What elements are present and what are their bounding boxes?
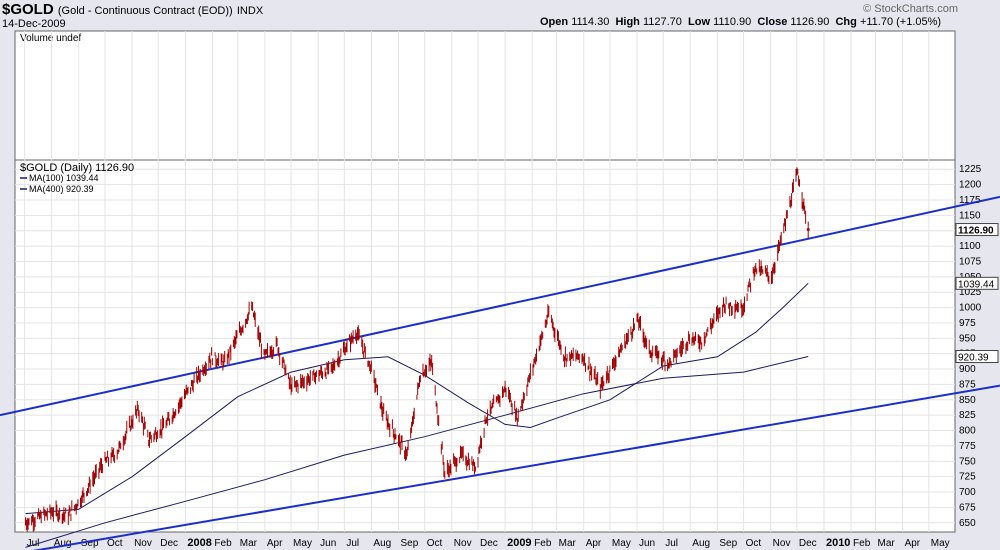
x-tick-label: Jul (27, 538, 40, 549)
exchange: INDX (236, 5, 264, 17)
x-tick-label: Mar (240, 538, 258, 549)
x-tick-label: May (931, 538, 950, 549)
y-tick-label: 900 (959, 364, 976, 375)
y-tick-label: 650 (959, 518, 976, 529)
chart-header-title: $GOLD (Gold - Continuous Contract (EOD))… (2, 1, 263, 18)
x-tick-label: Mar (559, 538, 577, 549)
close-tag-box (955, 223, 999, 237)
y-tick-label: 1175 (959, 195, 981, 206)
x-tick-label: Apr (267, 538, 283, 549)
x-tick-label: Dec (480, 538, 498, 549)
x-tick-label: Apr (905, 538, 921, 549)
x-tick-label: Jul (346, 538, 359, 549)
ma100-tag: 1039.44 (958, 279, 995, 290)
y-tick-label: 750 (959, 456, 976, 467)
x-tick-label: Dec (799, 538, 817, 549)
price-panel (14, 159, 956, 533)
ma100-tag-box (955, 276, 999, 290)
x-tick-label: Sep (81, 538, 99, 549)
high-label: High (615, 16, 640, 28)
low-value: 1110.90 (713, 16, 752, 28)
symbol-description: (Gold - Continuous Contract (EOD)) (57, 5, 233, 17)
open-value: 1114.30 (571, 16, 610, 28)
x-tick-label: Nov (454, 538, 472, 549)
y-tick-label: 1025 (959, 287, 982, 298)
y-tick-label: 1225 (959, 164, 982, 175)
y-tick-label: 675 (959, 502, 976, 513)
x-tick-label: Jun (320, 538, 336, 549)
x-tick-label: Oct (107, 538, 123, 549)
x-tick-label: Feb (214, 538, 232, 549)
ohlc-summary: Open 1114.30 High 1127.70 Low 1110.90 Cl… (540, 16, 941, 28)
x-tick-label: Jun (639, 538, 655, 549)
symbol: $GOLD (2, 1, 54, 18)
x-tick-label: 2009 (507, 537, 531, 549)
close-label: Close (757, 16, 788, 28)
high-value: 1127.70 (642, 16, 682, 28)
x-tick-label: Nov (134, 538, 152, 549)
x-tick-label: Nov (773, 538, 791, 549)
y-tick-label: 875 (959, 379, 976, 390)
low-label: Low (688, 16, 711, 28)
y-tick-label: 700 (959, 487, 976, 498)
stockcharts-logo: © StockCharts.com (863, 3, 958, 15)
y-tick-label: 1075 (959, 256, 982, 267)
x-tick-label: 2008 (187, 537, 211, 549)
ma400-tag-box (955, 350, 999, 364)
ma400-line (25, 356, 809, 548)
volume-panel (14, 30, 956, 161)
x-tick-label: Apr (586, 538, 602, 549)
y-tick-label: 950 (959, 333, 976, 344)
ma400-tag: 920.39 (958, 353, 989, 364)
x-tick-label: Dec (160, 538, 178, 549)
x-tick-label: 2010 (826, 537, 850, 549)
chg-label: Chg (835, 16, 857, 28)
y-tick-label: 1100 (959, 241, 981, 252)
x-tick-label: May (293, 538, 312, 549)
x-tick-label: Sep (719, 538, 737, 549)
y-tick-label: 800 (959, 426, 976, 437)
x-tick-label: Oct (746, 538, 762, 549)
y-tick-label: 725 (959, 472, 976, 483)
x-tick-label: Oct (427, 538, 443, 549)
ma100-line (25, 282, 809, 515)
legend-ma400: MA(400) 920.39 (29, 184, 94, 194)
y-tick-label: 850 (959, 395, 976, 406)
y-tick-label: 1150 (959, 210, 981, 221)
x-tick-label: Feb (534, 538, 552, 549)
trend-channel-line (0, 195, 1000, 417)
x-tick-label: May (612, 538, 631, 549)
x-tick-label: Aug (54, 538, 72, 549)
price-bars (25, 167, 809, 532)
y-tick-label: 975 (959, 318, 976, 329)
trend-channel-line (32, 384, 1000, 550)
close-value: 1126.90 (790, 16, 830, 28)
legend-main: $GOLD (Daily) 1126.90 (20, 162, 134, 174)
x-tick-label: Feb (853, 538, 871, 549)
close-tag: 1126.90 (958, 226, 994, 237)
chart-date: 14-Dec-2009 (2, 18, 66, 30)
y-tick-label: 825 (959, 410, 976, 421)
x-tick-label: Aug (692, 538, 710, 549)
y-tick-label: 1200 (959, 180, 982, 191)
y-tick-label: 775 (959, 441, 976, 452)
open-label: Open (540, 16, 569, 28)
x-tick-label: Sep (401, 538, 419, 549)
x-tick-label: Jul (665, 538, 678, 549)
last-price-point (806, 228, 810, 232)
y-tick-label: 1000 (959, 303, 982, 314)
chg-value: +11.70 (+1.05%) (859, 16, 942, 28)
x-tick-label: Mar (878, 538, 896, 549)
legend-ma100: MA(100) 1039.44 (29, 173, 99, 183)
volume-panel-label: Volume undef (20, 33, 81, 44)
x-tick-label: Aug (373, 538, 391, 549)
